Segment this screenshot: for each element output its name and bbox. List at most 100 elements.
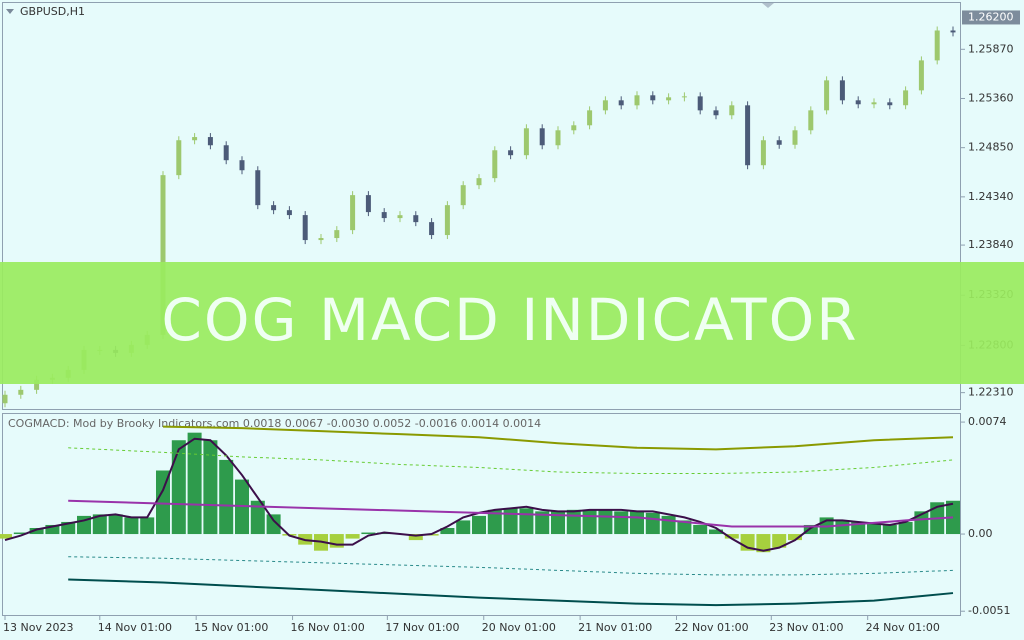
histogram-bar [551,511,565,535]
candle-body [934,30,940,61]
histogram-bar [0,534,12,539]
histogram-bar [535,511,550,535]
candle-body [618,100,624,106]
candle-body [523,128,529,156]
candle-body [34,379,40,390]
candle-body [871,102,877,105]
y-tick-label: -0.0051 [968,604,1010,617]
candle-body [713,110,719,116]
candle-body [397,215,403,219]
candle-body [650,95,656,101]
candle-body [429,222,435,236]
y-tick-label: 1.22310 [968,386,1014,399]
histogram-bar [92,514,107,535]
candle-body [839,80,845,101]
histogram-bar [566,509,581,535]
candle-body [824,80,830,111]
candle-body [602,100,608,111]
x-tick-label: 22 Nov 01:00 [675,621,749,634]
candle-body [302,215,308,241]
y-tick-label: 1.23840 [968,238,1014,251]
histogram-bar [898,521,913,535]
histogram-bar [614,511,629,535]
candle-body [286,210,292,216]
last-price-box [962,10,1020,25]
histogram-bar [13,532,28,535]
candle-body [887,102,893,106]
histogram-bar [29,527,44,535]
candle-body [476,178,482,186]
candle-body [950,30,956,33]
histogram-bar [456,520,471,535]
indicator-panel [2,413,961,616]
x-tick-label: 17 Nov 01:00 [385,621,459,634]
candle-body [745,105,751,166]
candle-body [855,100,861,105]
histogram-bar [408,534,423,541]
y-tick-label: 0.0074 [968,415,1007,428]
x-tick-label: 13 Nov 2023 [3,621,73,634]
candle-body [334,230,340,239]
candle-body [255,170,261,206]
histogram-bar [487,509,502,535]
candle-body [697,96,703,111]
histogram-bar [345,534,360,539]
x-tick-label: 15 Nov 01:00 [194,621,268,634]
banner-text: COG MACD INDICATOR [161,286,858,354]
candle-body [223,145,229,161]
candle-body [808,110,814,131]
histogram-bar [661,515,676,535]
histogram-bar [582,509,597,535]
y-tick-label: 1.24340 [968,190,1014,203]
x-tick-label: 20 Nov 01:00 [482,621,556,634]
candle-body [681,96,687,98]
histogram-bar [266,514,281,535]
candle-body [176,140,182,176]
candle-body [318,238,324,241]
histogram-bar [503,508,518,535]
candle-body [365,195,371,213]
candle-body [555,130,561,146]
x-tick-label: 24 Nov 01:00 [866,621,940,634]
histogram-bar [709,529,723,535]
x-tick-label: 16 Nov 01:00 [291,621,365,634]
price-panel [2,2,961,410]
y-tick-label: 1.25870 [968,42,1014,55]
candle-body [792,130,798,145]
candle-body [271,205,277,211]
indicator-title: COGMACD: Mod by Brooky Indicators.com 0.… [8,417,541,430]
histogram-bar [171,440,186,535]
candle-body [729,105,735,116]
candle-body [460,185,466,206]
histogram-bar [772,534,787,548]
indicator-line [162,425,954,451]
histogram-bar [124,517,139,535]
histogram-bar [203,440,218,535]
candle-body [492,150,498,179]
histogram-bar [140,517,155,535]
y-tick-label: 1.24850 [968,141,1014,154]
candle-body [587,110,593,126]
candle-body [413,215,419,223]
histogram-bar [882,524,897,535]
histogram-bar [677,520,692,535]
candle-body [776,140,782,145]
histogram-bar [645,512,660,535]
histogram-bar [219,459,234,535]
candle-body [350,195,356,231]
candle-body [192,137,198,141]
candle-body [207,137,213,146]
histogram-bar [250,500,265,535]
candle-body [2,394,8,404]
x-tick-label: 14 Nov 01:00 [98,621,172,634]
indicator-line [68,447,954,475]
histogram-bar [519,508,534,535]
candle-body [571,125,577,131]
histogram-bar [788,534,802,541]
candle-body [508,150,514,156]
histogram-bar [803,524,818,535]
histogram-bar [724,534,739,539]
histogram-bar [867,523,881,535]
collapse-arrow[interactable] [6,9,14,14]
histogram-bar [108,514,123,535]
